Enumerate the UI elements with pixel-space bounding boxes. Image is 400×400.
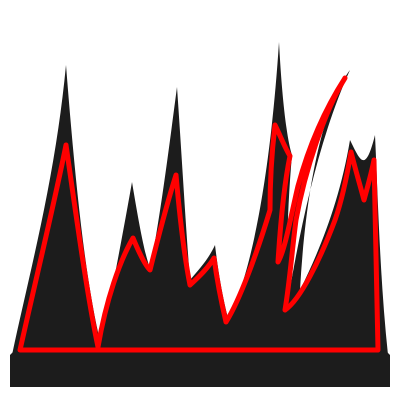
base-front [10, 355, 390, 387]
flame-shadow [12, 42, 388, 355]
flame-outline [17, 75, 381, 353]
